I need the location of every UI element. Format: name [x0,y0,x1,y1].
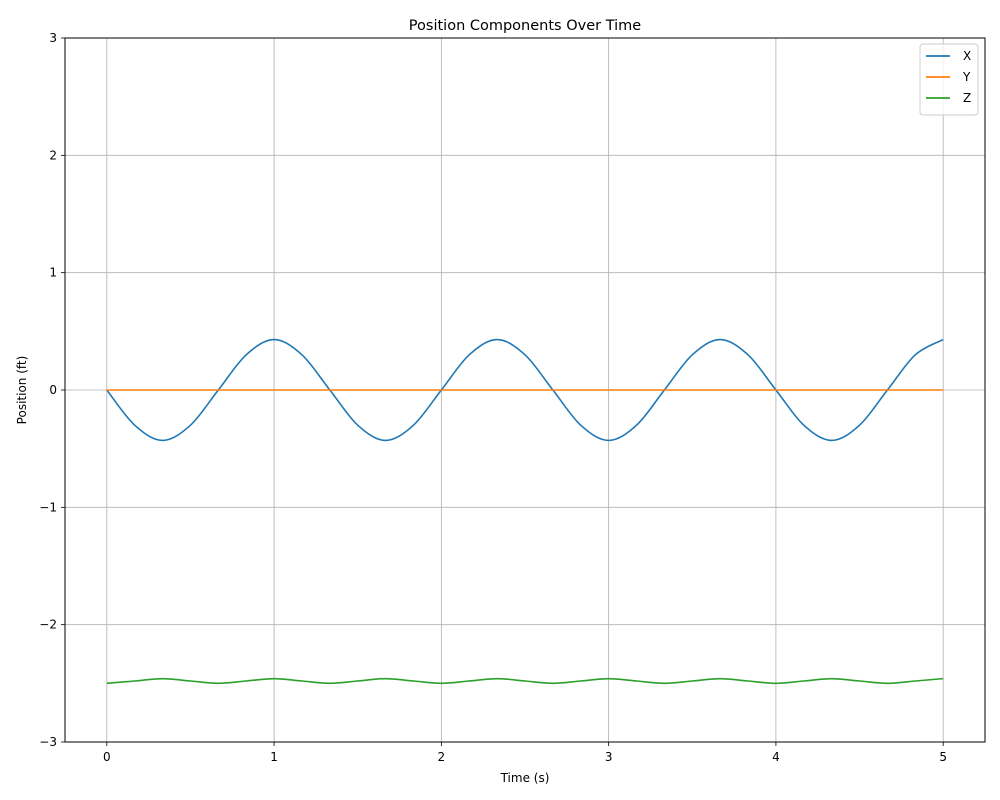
x-tick-label: 5 [939,750,947,764]
y-tick-label: −1 [39,500,57,514]
legend: XYZ [919,43,979,116]
legend-label-z: Z [963,91,971,105]
x-tick-label: 1 [270,750,278,764]
plot-lines [106,338,944,685]
y-tick-label: −2 [39,618,57,632]
series-line-z [106,677,944,685]
y-axis-label: Position (ft) [15,356,29,425]
y-tick-label: 2 [49,148,57,162]
x-tick-label: 3 [605,750,613,764]
y-tick-label: 1 [49,266,57,280]
y-tick-label: −3 [39,735,57,749]
legend-label-y: Y [962,70,971,84]
x-tick-label: 0 [103,750,111,764]
x-tick-label: 2 [438,750,446,764]
series-line-x [106,338,944,442]
x-axis-ticks: 0 1 2 3 4 5 [103,742,947,764]
x-tick-label: 4 [772,750,780,764]
x-axis-label: Time (s) [500,771,550,785]
y-axis-ticks: −3 −2 −1 0 1 2 3 [39,31,65,749]
y-tick-label: 3 [49,31,57,45]
y-tick-label: 0 [49,383,57,397]
chart-title: Position Components Over Time [409,18,641,34]
legend-label-x: X [963,49,971,63]
